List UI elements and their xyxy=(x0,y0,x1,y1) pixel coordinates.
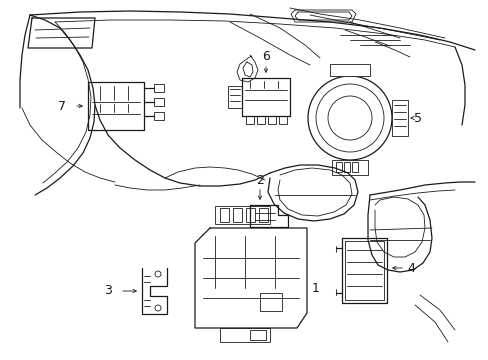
Bar xyxy=(232,208,242,222)
Bar xyxy=(267,116,275,124)
Text: 4: 4 xyxy=(406,261,414,275)
Bar xyxy=(220,208,228,222)
Bar xyxy=(343,162,349,172)
Text: 3: 3 xyxy=(104,284,112,297)
Bar xyxy=(279,116,286,124)
Bar xyxy=(227,86,242,108)
Text: 5: 5 xyxy=(413,112,421,125)
Text: 1: 1 xyxy=(311,282,319,294)
Bar xyxy=(257,116,264,124)
Bar xyxy=(351,162,357,172)
Bar xyxy=(245,116,253,124)
Bar xyxy=(391,100,407,136)
Text: 6: 6 xyxy=(262,50,269,63)
Text: 2: 2 xyxy=(256,174,264,186)
Bar xyxy=(331,160,367,175)
Bar xyxy=(259,208,267,222)
Text: 7: 7 xyxy=(58,99,66,112)
Bar xyxy=(154,98,163,106)
Bar xyxy=(245,208,254,222)
Bar xyxy=(329,64,369,76)
Bar xyxy=(215,206,269,224)
Bar xyxy=(260,293,282,311)
Bar xyxy=(220,328,269,342)
Bar xyxy=(249,330,265,340)
Bar xyxy=(335,162,341,172)
Bar xyxy=(154,84,163,92)
Bar xyxy=(154,112,163,120)
